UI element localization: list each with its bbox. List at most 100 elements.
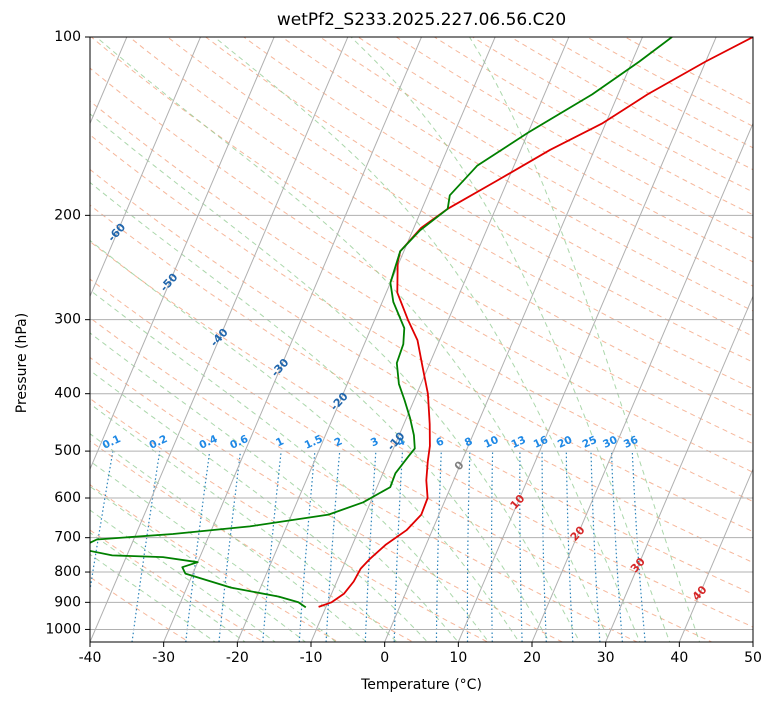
warm-isotherm-label: 0 [452, 458, 467, 473]
isotherm [90, 37, 128, 125]
isotherm-label: -60 [105, 220, 128, 244]
moist-adiabat [469, 37, 701, 642]
dry-adiabat [204, 37, 753, 363]
isotherm [531, 122, 753, 642]
dry-adiabat [166, 37, 753, 390]
series-line-2 [90, 37, 673, 609]
dry-adiabat [242, 37, 753, 337]
dry-adiabat [90, 317, 639, 642]
dry-adiabat [90, 241, 753, 628]
dry-adiabat [90, 100, 753, 503]
isotherm [163, 37, 423, 642]
isotherm [384, 37, 644, 642]
x-tick-label: 0 [380, 650, 389, 666]
y-tick-label: 500 [54, 443, 81, 459]
moist-adiabat [90, 113, 581, 642]
dry-adiabat [395, 37, 753, 239]
moist-adiabat [96, 37, 611, 642]
isotherm-label: -20 [328, 390, 351, 414]
moist-adiabat [90, 239, 520, 642]
moist-adiabat [214, 37, 641, 642]
warm-isotherm-label: 40 [690, 583, 710, 603]
dry-adiabat [509, 37, 753, 171]
dry-adiabat [128, 37, 753, 417]
background-lines [90, 37, 753, 642]
mixing-ratio-line [262, 451, 282, 642]
mixing-ratio-label: 36 [622, 434, 640, 451]
dry-adiabat [585, 37, 753, 127]
axes: -40 -30 -20 -10 0 10 20 30 40 5010020030040050060… [45, 29, 762, 666]
isotherm [90, 37, 202, 298]
x-tick-label: -30 [152, 650, 175, 666]
y-tick-label: 1000 [45, 621, 81, 637]
mixing-ratio-label: 6 [434, 435, 446, 449]
y-tick-label: 400 [54, 386, 81, 402]
mixing-ratio-label: 1 [274, 435, 286, 449]
y-tick-label: 700 [54, 530, 81, 546]
dry-adiabat [90, 134, 753, 533]
mixing-ratio-label: 13 [509, 434, 527, 451]
y-tick-label: 800 [54, 564, 81, 580]
x-tick-label: 40 [670, 650, 688, 666]
mixing-ratio-line [541, 451, 547, 642]
dry-adiabat [90, 356, 564, 642]
dry-adiabat [90, 440, 414, 642]
isotherm [236, 37, 496, 642]
isotherm [0, 24, 59, 654]
isotherm-label: -70 [52, 173, 75, 197]
isotherm [752, 640, 753, 642]
moist-adiabat [90, 485, 307, 642]
dry-adiabat [90, 67, 753, 473]
x-axis-label: Temperature (°C) [361, 677, 482, 693]
dry-adiabat [90, 397, 489, 642]
x-tick-label: -20 [226, 650, 249, 666]
y-tick-label: 300 [54, 312, 81, 328]
moist-adiabat [90, 289, 490, 642]
isotherm [678, 467, 753, 642]
mixing-ratio-line [218, 451, 242, 642]
warm-isotherm-label: 20 [568, 523, 588, 543]
dry-adiabat [471, 37, 753, 193]
plot-frame [89, 36, 754, 643]
mixing-ratio-label: 10 [482, 434, 500, 451]
grid [0, 24, 753, 654]
mixing-ratio-line [364, 451, 377, 642]
dry-adiabat [433, 37, 753, 216]
isotherm [605, 295, 753, 642]
y-tick-label: 200 [54, 207, 81, 223]
mixing-ratio-label: 0.6 [228, 433, 250, 452]
background-labels: 0.10.20.40.611.52346810131620253036-100-… [0, 131, 710, 603]
x-tick-label: 10 [449, 650, 467, 666]
moist-adiabat [90, 531, 246, 642]
dry-adiabat [624, 37, 753, 106]
isotherm [457, 37, 717, 642]
x-tick-label: 50 [744, 650, 762, 666]
mixing-ratio-label: 30 [601, 434, 619, 451]
dry-adiabat [90, 484, 340, 642]
mixing-ratio-label: 8 [463, 435, 475, 449]
mixing-ratio-line [590, 451, 601, 642]
mixing-ratio-label: 3 [369, 435, 381, 449]
series-line-1 [318, 37, 753, 608]
moist-adiabat [90, 553, 217, 642]
isotherm-label: -10 [385, 429, 408, 453]
mixing-ratio-label: 4 [395, 435, 407, 449]
x-tick-label: 30 [597, 650, 615, 666]
mixing-ratio-label: 16 [532, 434, 550, 451]
series [90, 37, 753, 609]
x-tick-label: -10 [300, 650, 323, 666]
moist-adiabat [90, 460, 337, 642]
isotherm [310, 37, 570, 642]
mixing-ratio-label: 2 [333, 435, 345, 449]
isotherm-label: -80 [0, 131, 19, 155]
mixing-ratio-label: 20 [556, 434, 574, 451]
dry-adiabat [90, 278, 713, 642]
dry-adiabat [90, 529, 265, 642]
dry-adiabat [90, 204, 753, 595]
y-tick-label: 900 [54, 594, 81, 610]
x-tick-label: -40 [79, 650, 102, 666]
mixing-ratio-line [466, 451, 471, 642]
moist-adiabat [90, 181, 550, 642]
moist-adiabat [90, 509, 277, 642]
